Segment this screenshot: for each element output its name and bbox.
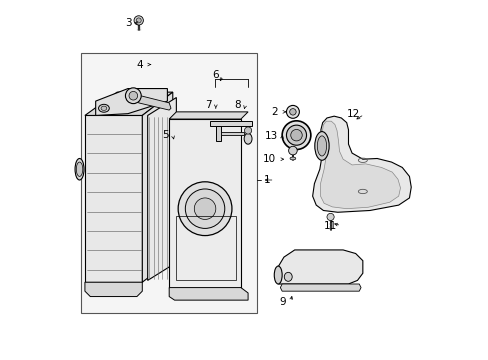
Polygon shape [139,96,171,110]
Circle shape [282,121,310,149]
Polygon shape [320,121,400,209]
Circle shape [286,125,306,145]
Text: 13: 13 [264,131,278,141]
Text: 9: 9 [279,297,286,307]
Circle shape [134,16,143,25]
Circle shape [125,88,141,104]
Text: 6: 6 [212,70,218,80]
Text: 4: 4 [137,59,143,69]
Polygon shape [169,288,247,300]
Circle shape [244,127,251,134]
Polygon shape [278,250,362,284]
Text: 5: 5 [162,130,168,140]
Circle shape [290,130,302,141]
Polygon shape [280,284,360,291]
Polygon shape [85,92,172,116]
Circle shape [288,146,297,155]
Polygon shape [85,116,142,282]
Polygon shape [169,112,247,119]
Ellipse shape [314,132,328,160]
Polygon shape [96,89,167,116]
Circle shape [194,198,215,220]
Ellipse shape [284,273,292,281]
Circle shape [136,18,141,23]
Bar [176,216,235,280]
Polygon shape [221,132,244,135]
Circle shape [185,189,224,228]
Ellipse shape [75,158,84,180]
Ellipse shape [317,136,326,156]
Polygon shape [215,126,221,140]
Circle shape [286,105,299,118]
Ellipse shape [99,104,109,112]
Circle shape [326,213,333,221]
Bar [81,53,257,313]
Ellipse shape [274,266,282,284]
Circle shape [129,91,137,100]
Text: 10: 10 [262,154,275,164]
Ellipse shape [289,157,295,160]
Ellipse shape [244,134,251,144]
Text: 8: 8 [234,100,241,111]
Polygon shape [210,121,251,126]
Polygon shape [312,116,410,212]
Polygon shape [142,92,172,282]
Ellipse shape [76,162,82,176]
Text: 12: 12 [346,109,359,120]
Text: 3: 3 [125,18,132,28]
Polygon shape [147,98,176,280]
Text: 7: 7 [204,100,211,111]
Text: 1: 1 [263,175,270,185]
Circle shape [178,182,231,235]
Polygon shape [85,282,142,297]
Text: 2: 2 [271,107,278,117]
Ellipse shape [101,106,106,111]
Text: 11: 11 [323,221,336,230]
Polygon shape [169,119,241,288]
Circle shape [289,109,296,115]
